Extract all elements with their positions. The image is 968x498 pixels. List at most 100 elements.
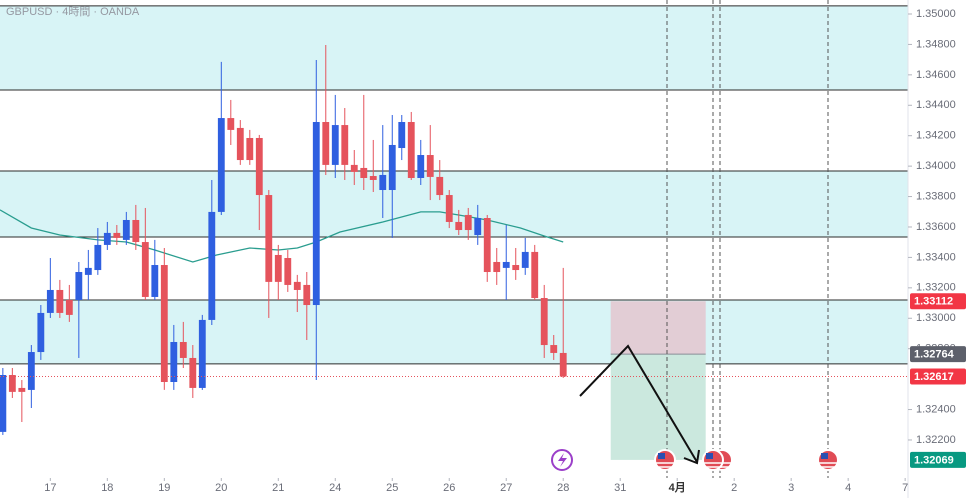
candle-body	[103, 232, 111, 245]
candle-body	[531, 251, 539, 299]
x-tick-label: 28	[557, 482, 569, 494]
x-tick-label: 19	[158, 482, 170, 494]
x-tick-label: 18	[101, 482, 113, 494]
x-tick-label: 20	[215, 482, 227, 494]
candle-body	[113, 232, 121, 238]
candle-body	[550, 345, 558, 353]
y-tick-label: 1.34200	[916, 130, 956, 142]
candle-body	[426, 155, 434, 177]
candle-body	[512, 265, 520, 271]
y-tick-label: 1.32400	[916, 403, 956, 415]
candle-body	[198, 319, 206, 388]
candle-body	[246, 137, 254, 161]
candle-body	[483, 218, 491, 273]
price-axis-bg	[908, 0, 968, 498]
candle-body	[388, 144, 396, 191]
candle-body	[75, 272, 83, 301]
x-tick-label: 21	[272, 482, 284, 494]
candle-body	[331, 125, 339, 165]
candle-body	[151, 265, 159, 297]
candle-body	[208, 211, 216, 320]
candle-body	[122, 219, 130, 240]
candle-body	[312, 122, 320, 306]
y-tick-label: 1.34000	[916, 160, 956, 172]
candle-body	[445, 195, 453, 222]
candle-body	[398, 122, 406, 149]
chart-title: GBPUSD · 4時間 · OANDA	[6, 5, 140, 18]
zone	[0, 5, 908, 91]
candle-body	[179, 341, 187, 358]
price-label-bg	[910, 451, 966, 468]
plot-area	[0, 5, 908, 460]
flag-icon[interactable]	[702, 449, 724, 471]
y-tick-label: 1.33800	[916, 190, 956, 202]
candle-body	[322, 122, 330, 165]
candle-body	[160, 265, 168, 383]
y-tick-label: 1.33200	[916, 282, 956, 294]
candle-body	[141, 242, 149, 297]
price-label: 1.32617	[914, 371, 954, 383]
x-tick-label: 3	[788, 482, 794, 494]
candle-body	[474, 218, 482, 236]
overlay	[551, 0, 839, 478]
candle-body	[189, 357, 197, 388]
candle-body	[265, 195, 273, 282]
y-tick-label: 1.34600	[916, 69, 956, 81]
candle-body	[436, 176, 444, 196]
y-tick-label: 1.34800	[916, 38, 956, 50]
x-tick-label: 2	[731, 482, 737, 494]
candle-body	[360, 167, 368, 178]
y-tick-label: 1.33000	[916, 312, 956, 324]
target-zone	[610, 354, 706, 460]
candle-body	[170, 341, 178, 383]
candle-body	[521, 251, 529, 268]
candle-body	[46, 289, 54, 313]
candle-body	[65, 300, 73, 315]
candle-body	[502, 261, 510, 268]
zone	[0, 170, 908, 238]
y-tick-label: 1.33600	[916, 221, 956, 233]
candle-body	[255, 137, 263, 196]
x-tick-label: 7	[902, 482, 908, 494]
candle-body	[94, 244, 102, 271]
flag-icon[interactable]	[817, 449, 839, 471]
candle-body	[217, 118, 225, 212]
y-tick-label: 1.33400	[916, 251, 956, 263]
candle-body	[379, 174, 387, 191]
price-label: 1.32764	[914, 349, 955, 361]
candle-body	[227, 118, 235, 130]
candle-body	[493, 261, 501, 273]
candle-body	[559, 352, 567, 377]
zone	[0, 300, 908, 364]
candle-body	[274, 254, 282, 282]
x-tick-label: 4	[845, 482, 851, 494]
candle-body	[417, 155, 425, 178]
x-tick-label: 31	[614, 482, 626, 494]
candle-body	[37, 312, 45, 353]
flag-icon[interactable]	[654, 449, 676, 471]
candle-body	[407, 122, 415, 178]
candle-body	[369, 176, 377, 180]
candle-body	[8, 375, 16, 392]
x-tick-label: 4月	[669, 481, 686, 494]
price-label: 1.33112	[914, 296, 953, 308]
candle-body	[540, 298, 548, 346]
candle-body	[18, 387, 26, 392]
candle-body	[56, 289, 64, 313]
x-tick-label: 25	[386, 482, 398, 494]
x-tick-label: 26	[443, 482, 455, 494]
price-label-bg	[910, 346, 966, 363]
x-tick-label: 17	[44, 482, 56, 494]
x-tick-label: 24	[329, 482, 341, 494]
x-tick-label: 27	[500, 482, 512, 494]
projection-arrow	[579, 344, 698, 463]
candle-body	[84, 267, 92, 275]
y-tick-label: 1.34400	[916, 99, 956, 111]
candle-body	[132, 219, 140, 243]
candle-body	[350, 164, 358, 172]
price-label-bg	[910, 368, 966, 385]
y-tick-label: 1.32200	[916, 434, 956, 446]
time-axis-bg	[0, 478, 908, 498]
